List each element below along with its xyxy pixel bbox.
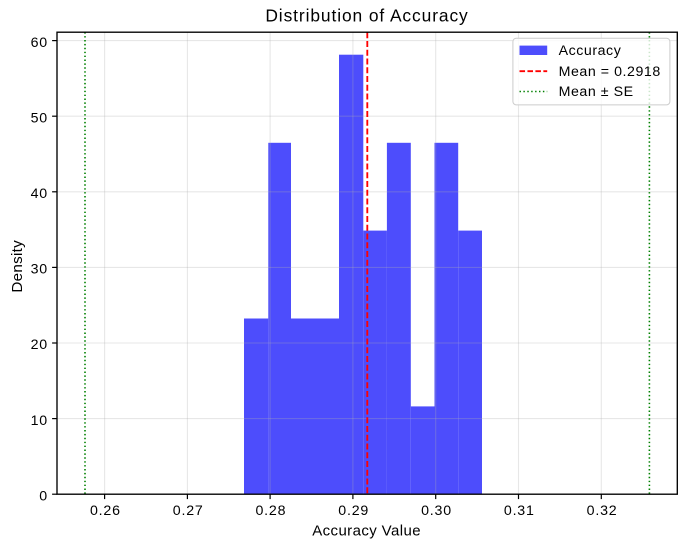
svg-text:0.27: 0.27 <box>173 503 204 519</box>
svg-text:Accuracy: Accuracy <box>559 43 622 59</box>
svg-text:30: 30 <box>31 262 48 278</box>
svg-text:0.30: 0.30 <box>421 503 452 519</box>
svg-text:10: 10 <box>31 413 48 429</box>
svg-text:Mean = 0.2918: Mean = 0.2918 <box>559 64 661 80</box>
svg-text:Mean ± SE: Mean ± SE <box>559 84 634 100</box>
svg-text:0.28: 0.28 <box>255 503 286 519</box>
svg-text:Distribution of Accuracy: Distribution of Accuracy <box>265 6 468 26</box>
svg-text:20: 20 <box>31 337 48 353</box>
svg-text:60: 60 <box>31 35 48 51</box>
svg-text:0.31: 0.31 <box>504 503 535 519</box>
svg-text:Density: Density <box>9 240 26 293</box>
svg-text:0.26: 0.26 <box>90 503 121 519</box>
svg-text:0: 0 <box>39 488 48 504</box>
svg-text:0.29: 0.29 <box>338 503 369 519</box>
svg-text:40: 40 <box>31 186 48 202</box>
svg-text:0.32: 0.32 <box>587 503 618 519</box>
svg-text:50: 50 <box>31 111 48 127</box>
svg-text:Accuracy Value: Accuracy Value <box>312 523 421 540</box>
